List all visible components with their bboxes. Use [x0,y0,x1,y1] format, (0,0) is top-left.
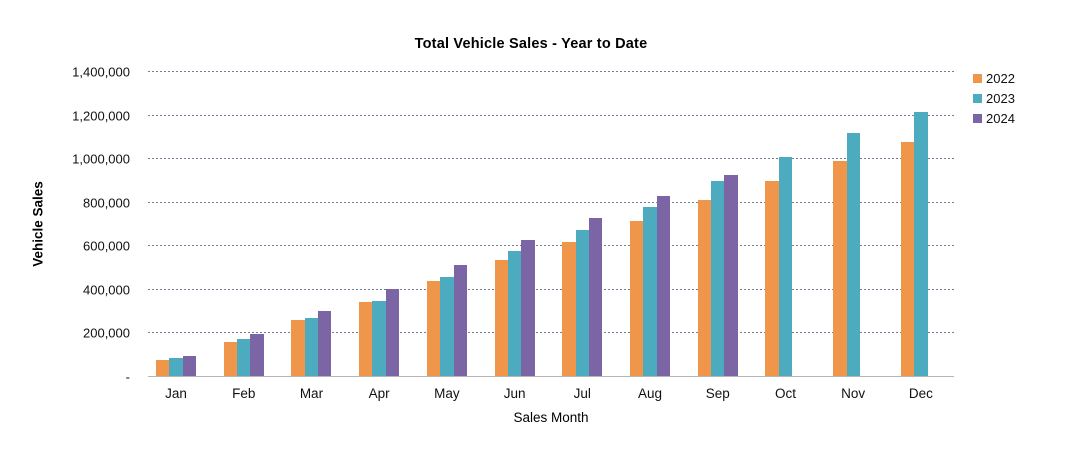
x-tick-label-sep: Sep [705,386,730,401]
bar-group-aug [630,72,671,376]
legend-marker-icon [973,73,982,83]
y-axis-tick-labels: - 200,000 400,000 600,000 800,000 1,000,000 1,… [0,66,130,384]
y-tick-label: - [125,369,130,385]
bar-group-mar [291,72,332,376]
bar-2022-apr[interactable] [359,302,373,376]
bar-2022-aug[interactable] [630,221,644,376]
bar-2023-oct[interactable] [778,156,793,376]
plot-area [148,71,954,377]
x-tick-label-jun: Jun [503,386,526,401]
bar-2023-apr[interactable] [372,300,386,376]
bar-2024-mar[interactable] [318,310,332,376]
gridline [148,71,954,72]
legend-label: 2024 [986,110,1015,126]
x-axis-tick-labels: Jan Feb Mar Apr May Jun Jul Aug Sep Oct Nov Dec [148,386,954,401]
bar-group-may [426,72,467,376]
bar-2023-jan[interactable] [169,357,183,376]
x-tick-label-mar: Mar [299,386,324,401]
x-axis-title: Sales Month [513,410,589,425]
legend: 2022 2023 2024 [973,68,1015,128]
bar-2022-mar[interactable] [291,319,305,376]
bar-group-apr [359,72,400,376]
x-tick-label-may: May [434,386,460,401]
y-tick-label: 1,400,000 [72,64,130,80]
bar-group-jan [156,72,196,376]
bar-group-sep [697,72,738,376]
x-tick-label-dec: Dec [908,386,933,401]
legend-item-2023[interactable]: 2023 [973,88,1015,108]
bar-2023-nov[interactable] [846,133,860,376]
bar-2022-sep[interactable] [697,200,712,376]
bar-2022-jul[interactable] [562,241,576,376]
bar-2024-jun[interactable] [521,239,535,376]
bar-2022-jun[interactable] [494,259,508,376]
bar-2024-apr[interactable] [385,289,400,376]
gridline [148,245,954,247]
bar-2023-aug[interactable] [643,206,657,376]
y-tick-label: 800,000 [83,195,130,211]
bar-2022-dec[interactable] [900,141,915,376]
x-tick-label-nov: Nov [841,386,866,401]
bar-2024-feb[interactable] [250,334,264,376]
gridline [148,201,954,203]
legend-marker-icon [973,113,982,123]
bar-2023-jul[interactable] [575,230,589,376]
legend-label: 2023 [986,90,1015,106]
bar-group-jul [562,72,603,376]
x-tick-label-feb: Feb [232,386,256,401]
bar-2024-jan[interactable] [182,356,196,376]
x-tick-label-jan: Jan [165,386,187,401]
x-axis-line [148,376,954,377]
x-tick-label-aug: Aug [638,386,663,401]
bar-2022-jan[interactable] [156,360,170,376]
y-tick-label: 400,000 [83,282,130,298]
legend-item-2024[interactable]: 2024 [973,108,1015,128]
bar-2024-may[interactable] [453,265,467,376]
bar-group-oct [765,72,805,376]
bar-2023-dec[interactable] [914,112,928,376]
bar-2022-feb[interactable] [223,341,238,376]
bar-2024-sep[interactable] [724,175,738,376]
bar-2023-mar[interactable] [304,318,319,376]
bar-group-dec [900,72,941,376]
gridline [148,332,954,334]
y-tick-label: 600,000 [83,238,130,254]
gridline [148,114,954,116]
bar-group-feb [223,72,264,376]
chart-title: Total Vehicle Sales - Year to Date [414,36,648,52]
bar-2022-may[interactable] [426,281,441,376]
bar-2024-jul[interactable] [588,217,603,376]
bar-group-jun [494,72,535,376]
legend-item-2022[interactable]: 2022 [973,68,1015,88]
gridline [148,288,954,290]
x-tick-label-jul: Jul [573,386,591,401]
bar-groups [148,72,954,376]
x-tick-label-oct: Oct [774,386,796,401]
bar-2023-feb[interactable] [237,339,251,376]
gridline [148,158,954,160]
x-tick-label-apr: Apr [368,386,390,401]
legend-label: 2022 [986,70,1015,86]
legend-marker-icon [973,93,982,103]
bar-2022-nov[interactable] [833,161,847,376]
bar-group-nov [833,72,873,376]
bar-2022-oct[interactable] [765,180,779,376]
y-tick-label: 200,000 [83,325,130,341]
y-tick-label: 1,200,000 [72,108,130,124]
bar-2024-aug[interactable] [656,196,671,376]
bar-2023-may[interactable] [440,277,454,376]
bar-2023-sep[interactable] [711,181,725,376]
y-tick-label: 1,000,000 [72,151,130,167]
bar-2023-jun[interactable] [507,251,522,376]
